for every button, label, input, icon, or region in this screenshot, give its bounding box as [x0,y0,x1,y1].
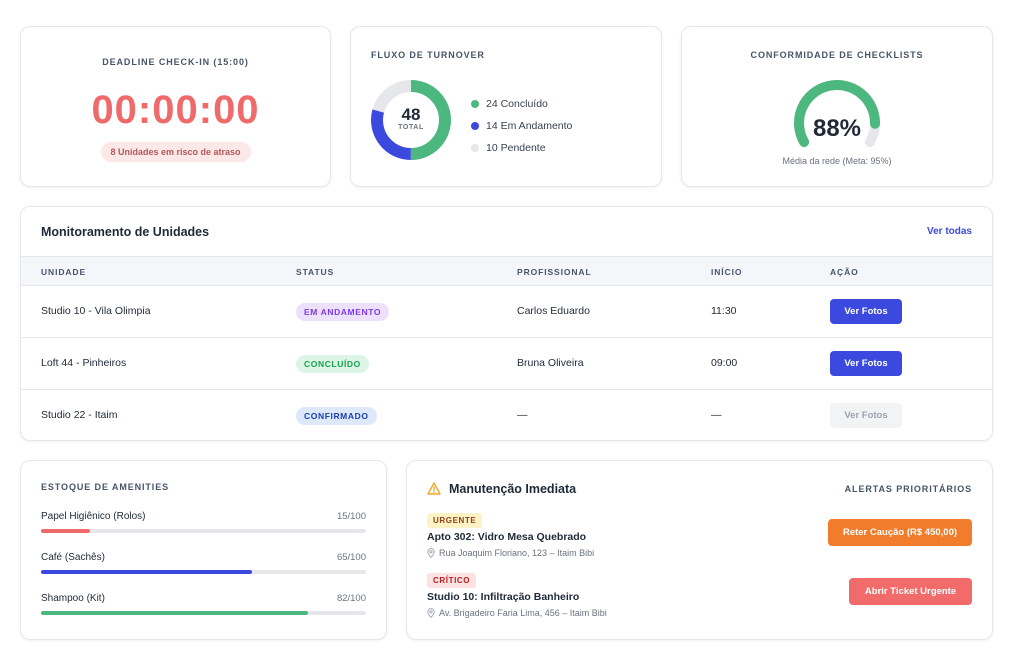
compliance-title: CONFORMIDADE DE CHECKLISTS [750,50,924,60]
col-acao: AÇÃO [830,267,859,277]
retain-deposit-button[interactable]: Reter Caução (R$ 450,00) [828,519,972,546]
alert-address-text: Av. Brigadeiro Faria Lima, 456 – Itaim B… [439,608,607,618]
donut-segment [371,80,451,160]
warning-icon [427,482,441,495]
risk-badge: 8 Unidades em risco de atraso [100,142,251,162]
amenity-name: Papel Higiênico (Rolos) [41,511,146,522]
donut-center: 48 TOTAL [371,80,451,160]
open-urgent-ticket-button[interactable]: Abrir Ticket Urgente [849,578,972,605]
amenity-bar-fill [41,611,308,615]
donut-total-label: TOTAL [398,124,424,131]
professional-name: Carlos Eduardo [517,305,590,317]
col-unidade: UNIDADE [41,267,87,277]
maintenance-card: Manutenção Imediata ALERTAS PRIORITÁRIOS… [406,460,993,640]
view-photos-button[interactable]: Ver Fotos [830,299,902,324]
start-time: 09:00 [711,357,738,369]
compliance-gauge [794,80,880,147]
view-all-link[interactable]: Ver todas [926,226,972,237]
amenity-name: Shampoo (Kit) [41,593,105,604]
professional-name: — [517,409,528,421]
status-badge: EM ANDAMENTO [296,303,390,321]
amenity-item: Café (Sachês) 65/100 [41,552,366,582]
checkin-title: DEADLINE CHECK-IN (15:00) [102,57,249,67]
legend-label: 10 Pendente [486,142,546,154]
legend-label: 24 Concluído [486,98,548,110]
start-time: — [711,409,722,421]
col-profissional: PROFISSIONAL [517,267,592,277]
gauge-value-arc [794,80,880,147]
location-pin-icon [427,548,435,558]
status-badge: CONCLUÍDO [296,355,369,373]
table-row: Loft 44 - Pinheiros CONCLUÍDO Bruna Oliv… [21,338,992,390]
units-monitor-card: Monitoramento de Unidades Ver todas UNID… [20,206,993,441]
checkin-timer: 00:00:00 [91,88,260,132]
amenity-item: Papel Higiênico (Rolos) 15/100 [41,511,366,541]
amenities-title: ESTOQUE DE AMENITIES [41,482,170,492]
checkin-deadline-card: DEADLINE CHECK-IN (15:00) 00:00:00 8 Uni… [20,26,331,187]
alert-title: Studio 10: Infiltração Banheiro [427,591,580,603]
unit-name: Studio 10 - Vila Olimpia [41,305,151,317]
compliance-value: 88% [812,115,862,142]
alert-title: Apto 302: Vidro Mesa Quebrado [427,531,587,543]
legend-item-pendente: 10 Pendente [471,137,572,159]
turnover-legend: 24 Concluído 14 Em Andamento 10 Pendente [471,93,572,159]
alert-severity-badge: URGENTE [427,513,483,528]
turnover-title: FLUXO DE TURNOVER [371,50,485,60]
start-time: 11:30 [711,305,737,317]
alert-severity-badge: CRÍTICO [427,573,477,588]
compliance-subtitle: Média da rede (Meta: 95%) [782,156,892,166]
legend-label: 14 Em Andamento [486,120,573,132]
table-header: UNIDADE STATUS PROFISSIONAL INÍCIO AÇÃO [21,256,992,286]
amenity-item: Shampoo (Kit) 82/100 [41,593,366,623]
alert-item: URGENTE Apto 302: Vidro Mesa Quebrado Ru… [427,513,972,569]
location-pin-icon [427,608,435,618]
amenity-bar [41,611,366,615]
monitor-title: Monitoramento de Unidades [41,225,210,239]
view-photos-button[interactable]: Ver Fotos [830,351,902,376]
maintenance-title: Manutenção Imediata [449,482,577,496]
amenity-value: 82/100 [336,593,366,604]
view-photos-button-disabled: Ver Fotos [830,403,902,428]
col-inicio: INÍCIO [711,267,743,277]
amenities-card: ESTOQUE DE AMENITIES Papel Higiênico (Ro… [20,460,387,640]
alert-address: Rua Joaquim Floriano, 123 – Itaim Bibi [427,548,594,558]
unit-name: Loft 44 - Pinheiros [41,357,127,369]
turnover-donut-chart [371,80,451,160]
amenity-value: 65/100 [336,552,366,563]
amenity-bar [41,570,366,574]
status-badge: CONFIRMADO [296,407,377,425]
amenity-bar-fill [41,570,253,574]
amenity-bar-fill [41,529,90,533]
compliance-card: CONFORMIDADE DE CHECKLISTS 88% Média da … [681,26,993,187]
legend-item-andamento: 14 Em Andamento [471,115,572,137]
legend-item-concluido: 24 Concluído [471,93,572,115]
amenity-bar [41,529,366,533]
donut-total-value: 48 [401,105,421,124]
amenity-value: 15/100 [336,511,366,522]
donut-segment [371,80,451,160]
alert-item: CRÍTICO Studio 10: Infiltração Banheiro … [427,573,972,629]
legend-dot [471,122,479,130]
amenity-name: Café (Sachês) [41,552,105,563]
table-row: Studio 10 - Vila Olimpia EM ANDAMENTO Ca… [21,286,992,338]
priority-alerts-caption: ALERTAS PRIORITÁRIOS [844,484,972,494]
legend-dot [471,100,479,108]
table-row: Studio 22 - Itaim CONFIRMADO — — Ver Fot… [21,390,992,440]
alert-address-text: Rua Joaquim Floriano, 123 – Itaim Bibi [439,548,595,558]
legend-dot [471,144,479,152]
alert-address: Av. Brigadeiro Faria Lima, 456 – Itaim B… [427,608,607,618]
turnover-card: FLUXO DE TURNOVER 48 TOTAL 24 Concluído … [350,26,662,187]
col-status: STATUS [296,267,335,277]
professional-name: Bruna Oliveira [517,357,584,369]
unit-name: Studio 22 - Itaim [41,409,118,421]
